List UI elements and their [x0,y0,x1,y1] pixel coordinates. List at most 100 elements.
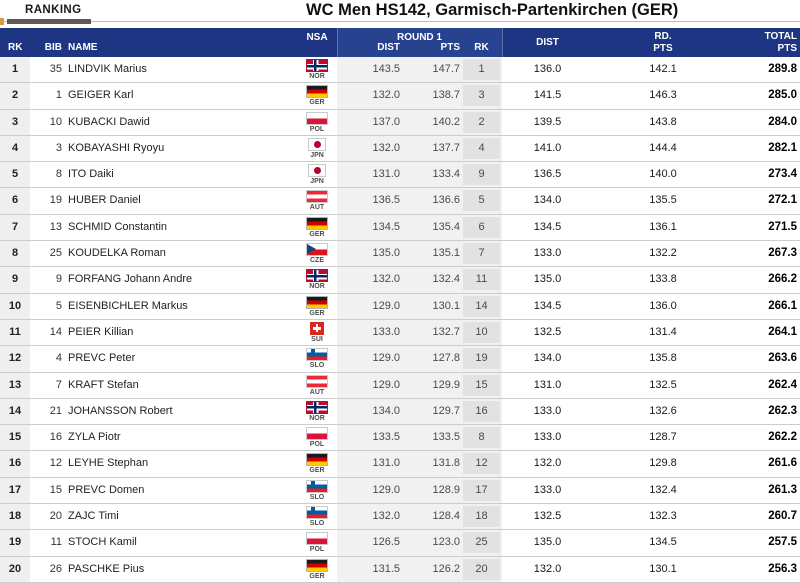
table-row[interactable]: 18 20 ZAJC Timi SLO 132.0 128.4 18 132.5… [0,504,800,531]
country-code: SLO [309,493,325,501]
athlete-name[interactable]: SCHMID Constantin [68,220,168,233]
country-code: GER [309,309,325,317]
bib-number: 4 [55,352,62,365]
table-row[interactable]: 2 1 GEIGER Karl GER 132.0 138.7 3 141.5 … [0,83,800,110]
nsa-cell: GER [296,294,338,319]
bib-number: 7 [55,378,62,391]
round2-distance: 132.5 [533,510,562,523]
bib-number: 13 [49,220,62,233]
round1-distance: 132.0 [372,273,400,286]
col-header-rk: RK [8,42,23,53]
table-row[interactable]: 1 35 LINDVIK Marius NOR 143.5 147.7 1 13… [0,57,800,84]
bib-number: 19 [49,194,62,207]
round1-rank: 9 [463,164,500,186]
table-row[interactable]: 15 16 ZYLA Piotr POL 133.5 133.5 8 133.0… [0,425,800,452]
athlete-name[interactable]: EISENBICHLER Markus [68,299,188,312]
athlete-name[interactable]: HUBER Daniel [68,194,141,207]
athlete-name[interactable]: ZYLA Piotr [68,431,121,444]
rank-cell: 5 [0,162,30,188]
round2-points: 132.3 [649,510,677,523]
athlete-name[interactable]: KUBACKI Dawid [68,115,150,128]
athlete-name[interactable]: STOCH Kamil [68,536,137,549]
table-row[interactable]: 7 13 SCHMID Constantin GER 134.5 135.4 6… [0,214,800,242]
table-row[interactable]: 12 4 PREVC Peter SLO 129.0 127.8 19 134.… [0,346,800,373]
nsa-cell: JPN [296,136,338,161]
round1-distance: 132.0 [372,89,400,102]
table-row[interactable]: 4 3 KOBAYASHI Ryoyu JPN 132.0 137.7 4 14… [0,135,800,163]
country-flag-icon [310,321,324,335]
athlete-name[interactable]: PREVC Domen [68,483,145,496]
round1-header-bg [337,28,502,57]
bib-number: 35 [49,63,62,75]
country-code: NOR [309,73,325,80]
athlete-name[interactable]: KOUDELKA Roman [68,247,166,260]
athlete-name[interactable]: FORFANG Johann Andre [68,273,193,286]
table-row[interactable]: 19 11 STOCH Kamil POL 126.5 123.0 25 135… [0,530,800,557]
athlete-name[interactable]: PREVC Peter [68,352,136,365]
round1-rank: 15 [463,374,500,396]
table-row[interactable]: 17 15 PREVC Domen SLO 129.0 128.9 17 133… [0,477,800,505]
bib-number: 20 [49,510,62,523]
table-row[interactable]: 9 9 FORFANG Johann Andre NOR 132.0 132.4… [0,267,800,294]
round1-rank: 19 [463,348,500,370]
table-row[interactable]: 6 19 HUBER Daniel AUT 136.5 136.6 5 134.… [0,188,800,215]
athlete-name[interactable]: GEIGER Karl [68,89,134,102]
round1-distance: 133.5 [372,431,400,444]
athlete-name[interactable]: ITO Daiki [68,168,114,181]
table-row[interactable]: 14 21 JOHANSSON Robert NOR 134.0 129.7 1… [0,398,800,426]
country-code: GER [309,230,325,238]
nsa-cell: SUI [296,320,338,345]
tab-ranking[interactable]: RANKING [25,4,82,16]
round1-points: 131.8 [432,457,460,470]
nsa-cell: SLO [296,504,338,529]
nsa-cell: POL [296,425,338,450]
athlete-name[interactable]: KOBAYASHI Ryoyu [68,141,165,154]
round1-points: 135.1 [432,247,460,260]
table-row[interactable]: 16 12 LEYHE Stephan GER 131.0 131.8 12 1… [0,451,800,478]
athlete-name[interactable]: KRAFT Stefan [68,378,139,391]
nsa-cell: AUT [296,373,338,398]
table-row[interactable]: 3 10 KUBACKI Dawid POL 137.0 140.2 2 139… [0,109,800,136]
bib-number: 15 [49,483,62,496]
round2-points: 132.4 [649,483,677,496]
round2-distance: 134.0 [533,194,562,207]
table-row[interactable]: 10 5 EISENBICHLER Markus GER 129.0 130.1… [0,293,800,320]
athlete-name[interactable]: JOHANSSON Robert [68,404,173,417]
round1-distance: 136.5 [372,194,400,207]
athlete-name[interactable]: LINDVIK Marius [68,63,147,75]
country-code: GER [309,99,325,107]
table-row[interactable]: 13 7 KRAFT Stefan AUT 129.0 129.9 15 131… [0,372,800,399]
country-flag-icon [306,190,328,204]
round1-points: 133.5 [432,431,460,444]
country-code: JPN [310,151,324,159]
country-flag-icon [308,164,326,178]
athlete-name[interactable]: PASCHKE Pius [68,562,145,575]
round1-rank: 10 [463,321,500,343]
nsa-cell: NOR [296,57,338,82]
round1-points: 147.7 [432,63,460,75]
round2-distance: 134.5 [533,220,562,233]
round1-rank: 12 [463,453,500,475]
round1-points: 138.7 [432,89,460,102]
rank-cell: 16 [0,451,30,477]
table-row[interactable]: 11 14 PEIER Killian SUI 133.0 132.7 10 1… [0,319,800,347]
round2-distance: 133.0 [533,247,562,260]
country-code: NOR [309,414,325,422]
total-points: 257.5 [768,536,797,549]
table-row[interactable]: 20 26 PASCHKE Pius GER 131.5 126.2 20 13… [0,556,800,583]
country-code: JPN [310,178,324,186]
round2-points: 128.7 [649,431,677,444]
table-row[interactable]: 8 25 KOUDELKA Roman CZE 135.0 135.1 7 13… [0,241,800,268]
round2-distance: 141.0 [533,141,562,154]
table-row[interactable]: 5 8 ITO Daiki JPN 131.0 133.4 9 136.5 14… [0,162,800,189]
rank-cell: 20 [0,556,30,582]
round1-distance: 129.0 [372,483,400,496]
round1-rank: 6 [463,216,500,238]
athlete-name[interactable]: PEIER Killian [68,325,134,338]
round2-points: 133.8 [649,273,677,286]
athlete-name[interactable]: ZAJC Timi [68,510,119,523]
nsa-cell: SLO [296,346,338,371]
athlete-name[interactable]: LEYHE Stephan [68,457,149,470]
col-header-rd-pts-line1: RD. [654,31,672,42]
round1-distance: 126.5 [372,536,400,549]
